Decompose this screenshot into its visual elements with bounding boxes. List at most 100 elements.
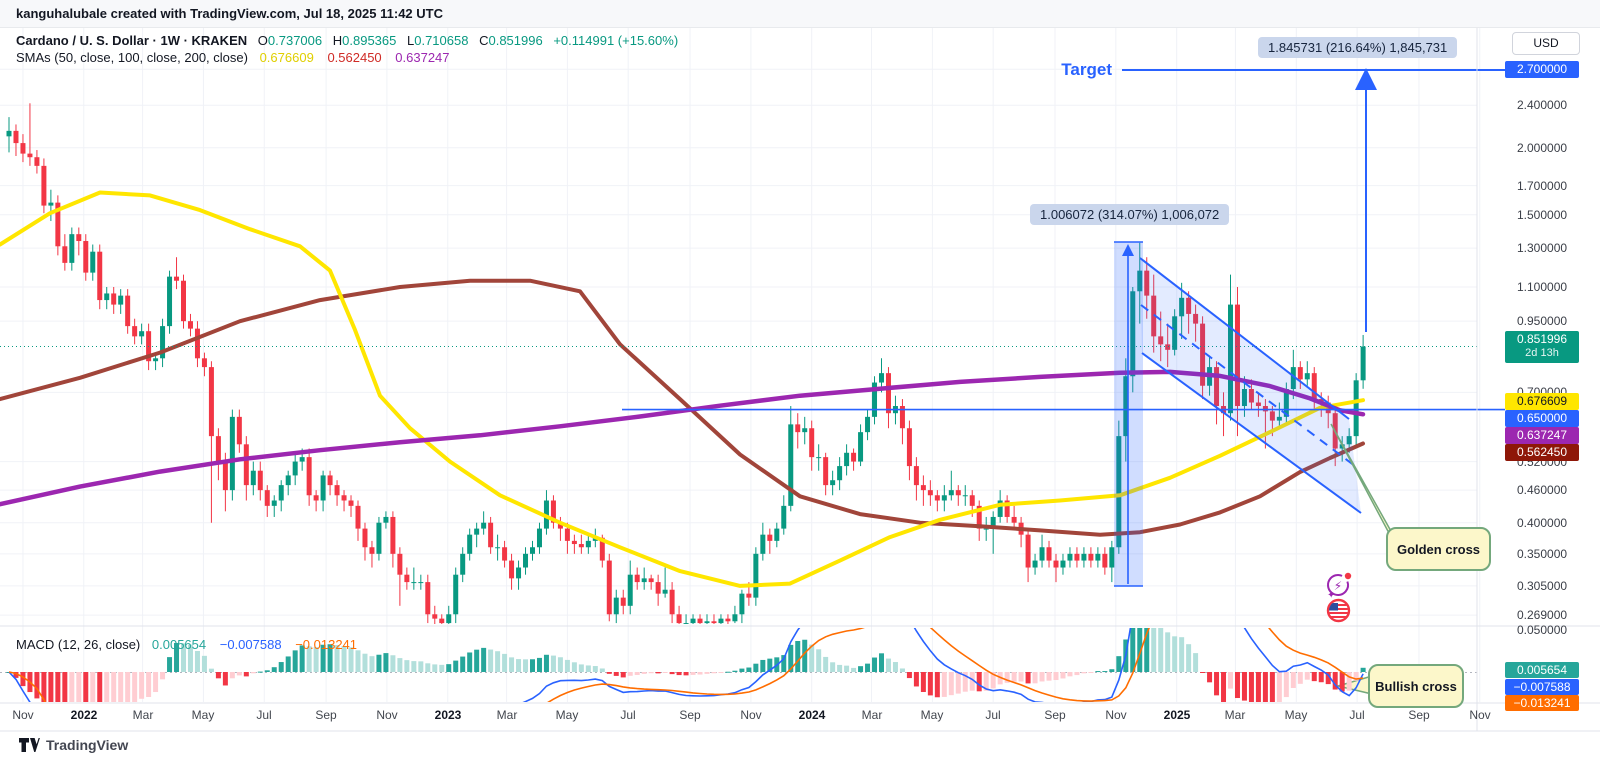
price-level-label: 0.650000 [1505,410,1579,427]
change-value: +0.114991 (+15.60%) [553,33,679,48]
macd-signal-value: −0.013241 [295,637,358,652]
high-value: 0.895365 [342,33,397,48]
macd-line [8,628,1364,702]
macd-hist-value: 0.005654 [151,637,207,652]
x-axis-month-label: Sep [679,708,701,722]
golden-cross-text: Golden cross [1396,541,1481,557]
svg-text:✦: ✦ [1327,590,1335,600]
range-measure-label[interactable]: 1.006072 (314.07%) 1,006,072 [1030,204,1230,225]
x-axis-month-label: May [1284,708,1308,722]
macd-label: MACD (12, 26, close) [16,637,141,652]
open-letter: O [257,33,268,48]
current-price-label: 0.851996 2d 13h [1505,331,1579,363]
price-tick-label: 0.460000 [1517,483,1568,497]
x-axis-month-label: Nov [1105,708,1127,722]
svg-text:⚡: ⚡ [1334,579,1342,593]
target-label-text[interactable]: Target [1061,60,1112,79]
close-value: 0.851996 [488,33,543,48]
price-tick-label: 1.300000 [1517,241,1568,255]
target-measure-label[interactable]: 1.845731 (216.64%) 1,845,731 [1258,37,1458,58]
open-value: 0.737006 [267,33,323,48]
sma-50-line[interactable] [0,190,1365,588]
x-axis-month-label: Mar [496,708,518,722]
macd-line-value: −0.007588 [219,637,282,652]
x-axis-month-label: May [555,708,579,722]
golden-cross-callout[interactable]: Golden cross [1386,527,1491,571]
bullish-cross-callout[interactable]: Bullish cross [1368,664,1464,708]
macd-value-label: −0.013241 [1505,695,1579,711]
tradingview-logo-text: TradingView [46,737,129,753]
x-axis-month-label: Jul [620,708,636,722]
sma-lines-group [0,190,1366,588]
sma100-value: 0.562450 [327,50,382,65]
macd-value-label: −0.007588 [1505,679,1579,695]
price-tick-label: 0.305000 [1517,579,1568,593]
sma50-value: 0.676609 [259,50,314,65]
price-tick-label: 2.400000 [1517,98,1568,112]
candles-group [6,103,1366,624]
x-axis-month-label: Jul [985,708,1001,722]
target-arrow-head [1355,68,1377,90]
low-value: 0.710658 [414,33,469,48]
macd-value-label: 0.005654 [1505,662,1579,678]
channel-lower-line[interactable] [1141,352,1362,514]
symbol-title: Cardano / U. S. Dollar · 1W · KRAKEN [16,33,248,48]
price-level-label: 0.562450 [1505,444,1579,461]
x-axis-month-label: Nov [12,708,34,722]
macd-signal-line [8,628,1364,702]
x-axis-month-label: May [191,708,215,722]
low-letter: L [407,33,415,48]
sma200-value: 0.637247 [395,50,450,65]
price-tick-label: 0.269000 [1517,608,1568,622]
symbol-legend-row[interactable]: Cardano / U. S. Dollar · 1W · KRAKEN O0.… [16,33,678,49]
x-axis-month-label: Sep [315,708,337,722]
x-axis-year-label: 2024 [798,708,826,722]
macd-tick-label: 0.050000 [1517,623,1568,637]
price-tick-label: 0.400000 [1517,516,1568,530]
price-tick-label: 1.700000 [1517,179,1568,193]
x-axis-year-label: 2022 [70,708,98,722]
x-axis-month-label: Nov [376,708,398,722]
price-tick-label: 1.100000 [1517,280,1568,294]
price-tick-label: 1.500000 [1517,208,1568,222]
channel-upper-line[interactable] [1139,257,1350,420]
x-axis-month-label: May [920,708,944,722]
price-level-label: 2.700000 [1505,61,1579,78]
x-axis-month-label: Sep [1408,708,1430,722]
tradingview-logo-icon [19,738,40,752]
currency-unit-button[interactable]: USD [1512,32,1580,55]
x-axis-month-label: Mar [1224,708,1246,722]
sma-label: SMAs (50, close, 100, close, 200, close) [16,50,248,65]
us-flag-event-icon[interactable] [1325,597,1352,624]
macd-legend-row[interactable]: MACD (12, 26, close) 0.005654 −0.007588 … [16,637,357,653]
close-letter: C [479,33,489,48]
x-axis-month-label: Nov [1469,708,1491,722]
channel-fill[interactable] [1140,258,1361,513]
creator-text: kanguhalubale created with TradingView.c… [16,6,443,21]
x-axis-year-label: 2025 [1163,708,1191,722]
x-axis-month-label: Nov [740,708,762,722]
price-tick-label: 0.950000 [1517,314,1568,328]
range-arrow-head [1122,244,1134,256]
price-tick-label: 0.350000 [1517,547,1568,561]
x-axis-month-label: Mar [132,708,154,722]
creator-bar: kanguhalubale created with TradingView.c… [0,0,1600,28]
high-letter: H [332,33,343,48]
x-axis-month-label: Sep [1044,708,1066,722]
tradingview-logo[interactable]: TradingView [18,737,128,753]
price-tick-label: 2.000000 [1517,141,1568,155]
channel-mid-line[interactable] [1140,304,1356,467]
sma-200-line[interactable] [0,369,1366,507]
x-axis-month-label: Jul [1349,708,1365,722]
x-axis-month-label: Jul [256,708,272,722]
x-axis-year-label: 2023 [434,708,462,722]
sma-100-line[interactable] [0,278,1365,537]
bullish-cross-text: Bullish cross [1375,678,1457,694]
ai-sparkle-icon[interactable]: ⚡ ✦ [1323,570,1353,600]
sma-legend-row[interactable]: SMAs (50, close, 100, close, 200, close)… [16,50,450,66]
macd-group [6,628,1366,702]
price-level-label: 0.637247 [1505,427,1579,444]
price-level-label: 0.676609 [1505,393,1579,410]
